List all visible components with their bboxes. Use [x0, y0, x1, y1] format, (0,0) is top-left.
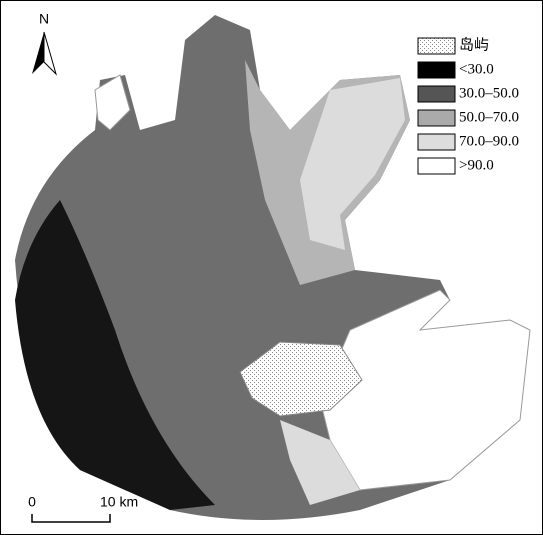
legend-label: 岛屿 [459, 36, 489, 53]
legend-swatch [417, 133, 456, 151]
legend-swatch [417, 157, 456, 175]
arrow-half [32, 32, 44, 74]
north-arrow: N [32, 11, 58, 76]
legend-label: 50.0–70.0 [459, 109, 519, 125]
zone-above-90 [94, 74, 131, 131]
scale-label: 10 km [100, 494, 138, 510]
scale-line [31, 514, 111, 523]
legend-swatch [417, 85, 456, 103]
zone-70-90 [300, 78, 405, 250]
legend-label: 70.0–90.0 [459, 133, 519, 149]
scale-label: 0 [28, 494, 36, 510]
arrow-half [43, 31, 58, 76]
scale-bar: 0 10 km [28, 494, 138, 523]
island [239, 341, 363, 417]
zone-below-30 [15, 200, 215, 510]
legend-label: 30.0–50.0 [459, 85, 519, 101]
legend-swatch [417, 37, 456, 55]
legend: 岛屿 <30.0 30.0–50.0 50.0–70.0 70.0–90.0 >… [417, 36, 519, 175]
zone-70-90 [280, 420, 360, 505]
north-label: N [39, 11, 49, 27]
legend-label: >90.0 [459, 157, 494, 173]
legend-swatch [417, 61, 456, 79]
legend-label: <30.0 [459, 61, 494, 77]
zone-above-90 [319, 289, 531, 491]
legend-swatch [417, 109, 456, 127]
